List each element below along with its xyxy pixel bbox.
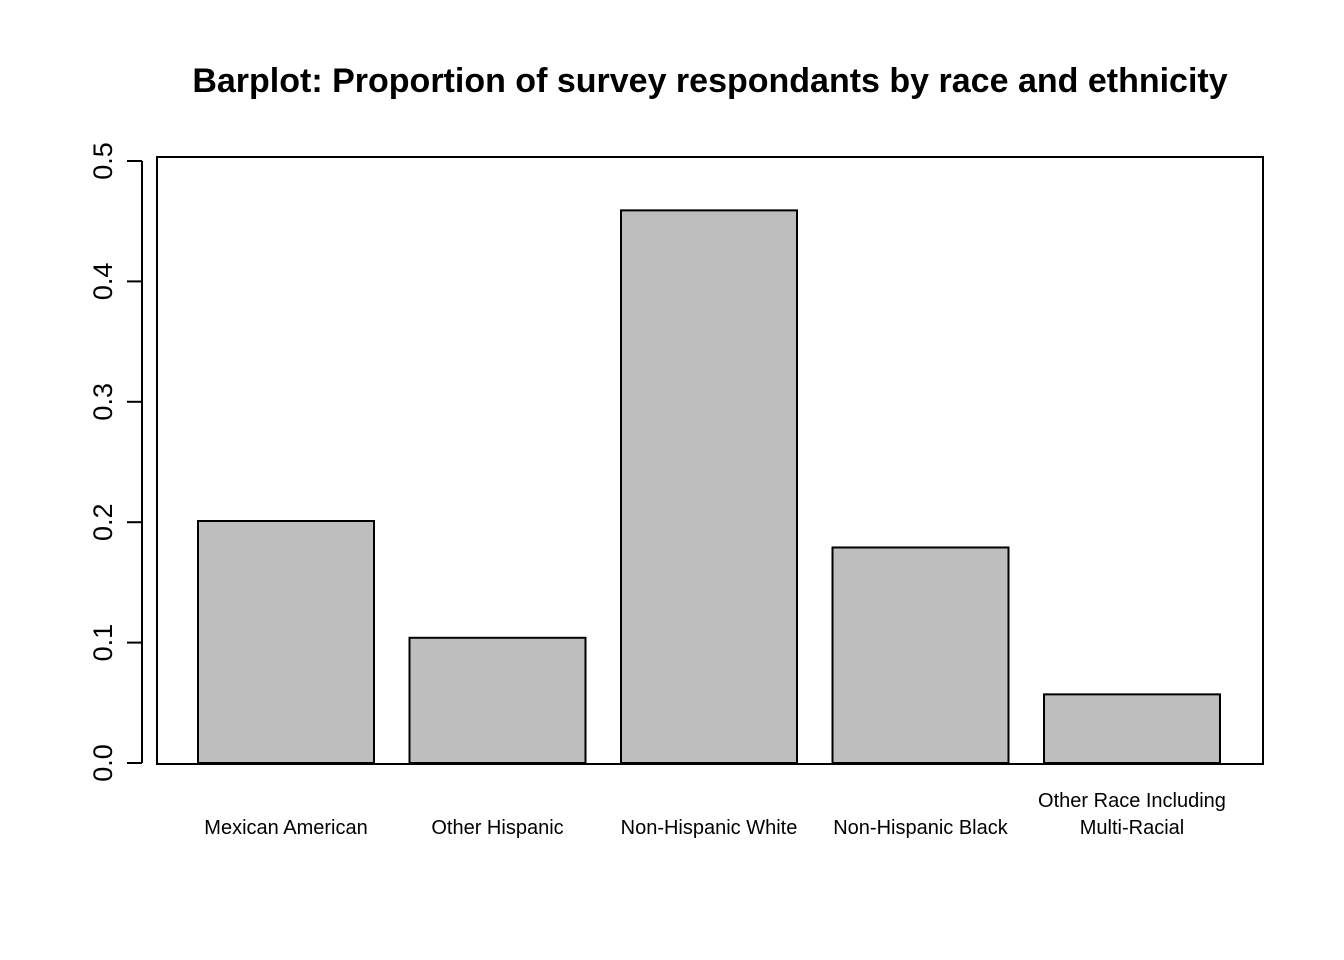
bars	[197, 209, 1221, 765]
bar	[197, 519, 375, 764]
y-tick-label: 0.3	[88, 383, 118, 421]
x-tick-label: Non-Hispanic Black	[833, 817, 1009, 839]
bar	[831, 546, 1010, 765]
chart-title: Barplot: Proportion of survey respondant…	[192, 62, 1227, 100]
y-tick-label: 0.5	[88, 142, 118, 180]
y-tick-label: 0.1	[88, 624, 118, 662]
x-tick-label: Other Race Including	[1038, 790, 1226, 812]
x-tick-label: Other Hispanic	[431, 817, 563, 839]
y-tick-label: 0.2	[88, 503, 118, 541]
x-tick-label: Non-Hispanic White	[621, 817, 798, 839]
x-tick-label: Mexican American	[204, 817, 367, 839]
x-tick-label: Multi-Racial	[1080, 817, 1184, 839]
bar	[408, 636, 587, 764]
bar	[620, 209, 798, 764]
x-axis-labels: Mexican American Other Hispanic Non-Hispan…	[204, 790, 1226, 839]
y-tick-label: 0.4	[88, 263, 118, 301]
y-tick-label: 0.0	[88, 744, 118, 782]
bar	[1043, 693, 1221, 765]
y-axis-ticks: 0.0 0.1 0.2 0.3 0.4 0.5	[88, 142, 142, 782]
